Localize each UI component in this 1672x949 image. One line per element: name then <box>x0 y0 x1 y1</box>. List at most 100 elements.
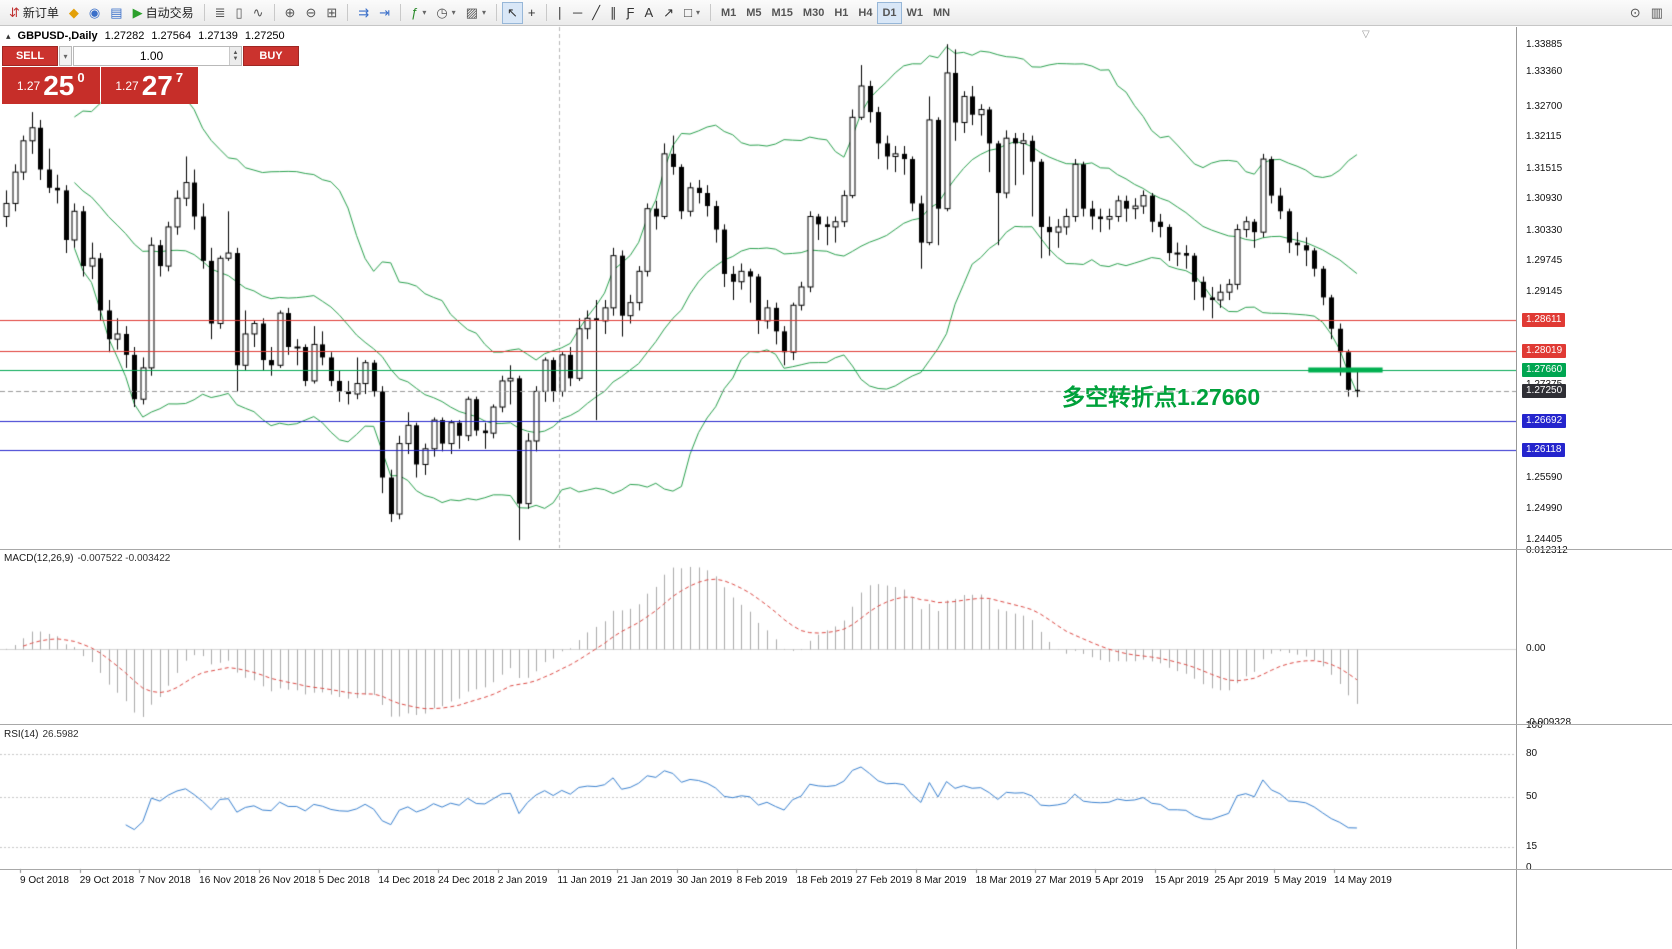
templates-button[interactable]: ▨ ▾ <box>461 2 491 24</box>
toolbar-separator <box>496 4 497 21</box>
vertical-line-button[interactable]: ∣ <box>552 2 569 24</box>
tf-m30-label: M30 <box>802 6 825 19</box>
price-axis-label: 1.33360 <box>1526 66 1563 78</box>
date-axis-label: 8 Mar 2019 <box>915 875 967 886</box>
text-button[interactable]: A <box>640 2 659 24</box>
date-axis-label: 9 Oct 2018 <box>20 875 69 886</box>
chart-shift-button[interactable]: ⇥ <box>374 2 395 24</box>
pane-separator-rsi[interactable] <box>0 724 1672 725</box>
rsi-name: RSI(14) <box>4 729 39 740</box>
price-axis-label: 1.27375 <box>1526 379 1562 391</box>
shapes-caret-icon: ▾ <box>695 8 700 17</box>
tf-m15-button[interactable]: M15 <box>767 2 798 24</box>
ohlc-low-value: 1.27139 <box>198 30 238 42</box>
market-watch-icon: ◆ <box>68 5 79 20</box>
ohlc-high-value: 1.27564 <box>151 30 192 42</box>
price-line-badge: 1.28611 <box>1522 313 1566 328</box>
autotrading-button[interactable]: ▶ 自动交易 <box>128 2 199 24</box>
trendline-button[interactable]: ╱ <box>587 2 605 24</box>
macd-values: -0.007522 -0.003422 <box>77 553 171 564</box>
chart-canvas[interactable] <box>0 0 1516 949</box>
tile-windows-button[interactable]: ⊞ <box>321 2 342 24</box>
zoom-in-button[interactable]: ⊕ <box>280 2 301 24</box>
toolbar-group: ⊕ ⊖ ⊞ <box>280 0 343 25</box>
indicators-button[interactable]: ƒ ▾ <box>406 2 431 24</box>
toolbar-separator <box>545 4 547 21</box>
indicators-icon: ƒ <box>411 5 419 20</box>
volume-dropdown-icon[interactable]: ▾ <box>59 46 72 66</box>
new-order-button[interactable]: ⇵ 新订单 <box>4 2 64 24</box>
chart-candles-button[interactable]: ▯ <box>230 2 247 24</box>
sell-price-box[interactable]: 1.27 25 0 <box>2 67 100 104</box>
tf-m15-label: M15 <box>771 6 793 19</box>
tf-m5-button[interactable]: M5 <box>741 2 766 24</box>
time-axis[interactable]: 9 Oct 2018 29 Oct 2018 7 Nov 2018 16 Nov 20… <box>0 871 1516 897</box>
tf-mn-button[interactable]: MN <box>928 2 955 24</box>
price-axis[interactable]: 1.33885 1.33360 1.32700 1.32115 1.31515 1.309… <box>1516 27 1672 949</box>
buy-price-prefix: 1.27 <box>115 78 139 93</box>
tf-w1-button[interactable]: W1 <box>902 2 929 24</box>
date-axis-label: 26 Nov 2018 <box>258 875 316 886</box>
crosshair-icon: + <box>527 5 536 20</box>
toolbar-group: M1 M5 M15 M30 H1 H4 D1 W1 MN <box>716 0 955 25</box>
chart-bars-button[interactable]: ≣ <box>210 2 231 24</box>
new-order-icon: ⇵ <box>9 5 20 20</box>
tf-h1-label: H1 <box>834 6 849 19</box>
crosshair-button[interactable]: + <box>523 2 541 24</box>
zoom-out-button[interactable]: ⊖ <box>300 2 321 24</box>
tf-m1-button[interactable]: M1 <box>716 2 741 24</box>
sell-button[interactable]: SELL <box>2 46 58 66</box>
volume-input[interactable] <box>74 47 229 65</box>
horizontal-line-button[interactable]: ─ <box>568 2 587 24</box>
pane-separator-macd[interactable] <box>0 549 1672 550</box>
search-button[interactable]: ⊙ <box>1625 2 1646 24</box>
horizontal-line-icon: ─ <box>573 5 583 20</box>
toolbar-separator <box>347 4 349 21</box>
autotrading-label: 自动交易 <box>145 6 194 20</box>
trendline-icon: ╱ <box>592 5 601 20</box>
auto-scroll-button[interactable]: ⇉ <box>353 2 374 24</box>
indicators-caret-icon: ▾ <box>422 8 427 17</box>
tf-d1-button[interactable]: D1 <box>877 1 902 24</box>
market-watch-button[interactable]: ◆ <box>64 2 84 24</box>
cursor-button[interactable]: ↖ <box>502 1 523 24</box>
tf-h4-button[interactable]: H4 <box>853 2 877 24</box>
pane-separator-timescale[interactable] <box>0 869 1672 870</box>
periods-icon: ◷ <box>436 5 448 20</box>
spinner-up-icon[interactable]: ▲ <box>232 50 239 56</box>
chart-line-button[interactable]: ∿ <box>248 2 269 24</box>
macd-name: MACD(12,26,9) <box>4 553 74 564</box>
volume-spinner[interactable]: ▲ ▼ <box>229 47 241 65</box>
date-axis-label: 21 Jan 2019 <box>617 875 673 886</box>
shapes-button[interactable]: □ ▾ <box>679 2 705 24</box>
spinner-down-icon[interactable]: ▼ <box>232 56 239 62</box>
date-axis-label: 2 Jan 2019 <box>497 875 548 886</box>
toolbar-separator <box>273 4 275 21</box>
navigator-button[interactable]: ◉ <box>84 2 105 24</box>
date-axis-label: 15 Apr 2019 <box>1154 875 1209 886</box>
terminal-button[interactable]: ▤ <box>105 2 127 24</box>
arrow-objects-button[interactable]: ↗ <box>658 2 679 24</box>
periods-button[interactable]: ◷ ▾ <box>431 2 460 24</box>
tf-h4-label: H4 <box>858 6 873 19</box>
scroll-to-end-marker[interactable]: ▽ <box>1362 29 1370 40</box>
chart-bars-icon: ≣ <box>214 5 226 20</box>
buy-button[interactable]: BUY <box>243 46 299 66</box>
one-click-collapse-icon[interactable]: ▴ <box>6 30 11 41</box>
chart-annotation-text: 多空转折点1.27660 <box>1062 384 1261 410</box>
price-line-badge: 1.27660 <box>1522 362 1567 377</box>
equidistant-channel-button[interactable]: ∥ <box>605 2 622 24</box>
price-axis-label: 1.24990 <box>1526 503 1563 515</box>
terminal-icon: ▤ <box>110 5 123 20</box>
toolbar-separator <box>400 4 402 21</box>
price-axis-label: 1.32700 <box>1526 100 1563 112</box>
fibonacci-button[interactable]: Ƒ <box>622 2 640 24</box>
window-list-button[interactable]: ▥ <box>1646 2 1668 24</box>
tf-h1-button[interactable]: H1 <box>829 2 853 24</box>
buy-price-box[interactable]: 1.27 27 7 <box>100 67 198 104</box>
date-axis-label: 14 May 2019 <box>1334 875 1392 886</box>
zoom-out-icon: ⊖ <box>305 5 317 20</box>
tf-m30-button[interactable]: M30 <box>798 2 829 24</box>
shapes-icon: □ <box>684 5 692 20</box>
date-axis-label: 30 Jan 2019 <box>677 875 733 886</box>
